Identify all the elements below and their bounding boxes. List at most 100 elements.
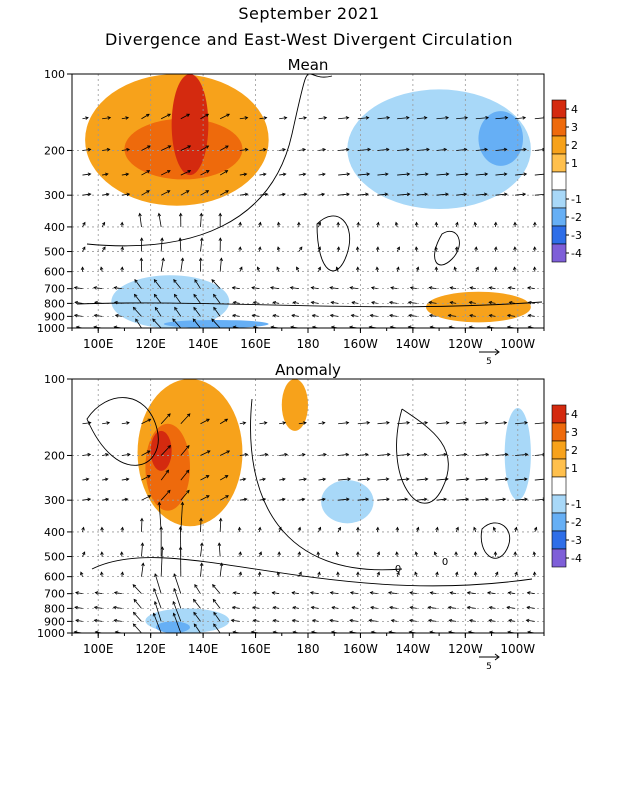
wind-vector-head [93,605,98,610]
wind-vector-head [153,587,157,592]
wind-vector-head [448,325,453,328]
wind-vector [448,314,457,317]
grid-layer [72,74,544,328]
wind-vector-head [264,452,269,457]
y-tick-label: 900 [44,615,65,628]
wind-vector [134,294,142,304]
wind-vector-head [406,172,411,176]
y-tick-label: 300 [44,494,65,507]
wind-vector-head [205,475,210,479]
wind-vector [180,502,183,532]
wind-vector-head [75,325,80,328]
wind-vector-head [370,286,375,290]
wind-vector [279,422,286,425]
wind-vector-head [82,246,86,251]
wind-vector-head [388,300,393,305]
wind-vector [408,301,417,304]
wind-vector-head [211,318,215,323]
colorbar-label: 4 [571,408,578,421]
x-tick-label: 160E [240,337,271,351]
wind-vector-head [406,192,411,197]
shaded-region [478,111,524,166]
wind-vector [174,294,182,304]
wind-vector-head [473,571,478,576]
y-tick-label: 1000 [37,627,65,640]
wind-vector [174,307,182,317]
wind-vector-head [317,221,322,226]
x-tick-label: 140E [188,337,219,351]
wind-vector [475,498,489,501]
wind-vector-head [87,421,92,425]
wind-vector-head [87,452,92,457]
wind-vector-head [257,571,262,576]
wind-vector-head [445,477,449,481]
wind-vector [253,592,260,595]
wind-vector [318,498,326,501]
panel-title: Mean [288,56,329,74]
wind-vector-head [525,618,530,623]
wind-vector [357,173,370,176]
wind-vector-head [232,313,236,318]
wind-vector [232,314,240,317]
wind-vector [527,592,535,595]
wind-vector-head [423,452,428,457]
wind-vector [357,498,369,501]
colorbar-label: 2 [571,444,578,457]
wind-vector-head [213,306,217,311]
wind-vector-head [206,450,211,454]
wind-vector-head [409,286,414,290]
shaded-region [281,379,308,431]
wind-vector-head [309,591,314,595]
contour-label: 0 [442,557,448,568]
wind-vector [311,301,319,304]
wind-vector-head [80,266,85,271]
wind-vector [180,490,190,501]
wind-vector-head [94,591,99,595]
wind-vector-head [455,526,459,531]
wind-vector-head [330,325,335,328]
wind-vector-head [414,246,419,251]
wind-vector-head [322,497,326,502]
wind-vector [507,314,516,317]
wind-vector-head [424,421,429,425]
wind-vector-head [132,623,137,628]
wind-vector [154,294,162,304]
wind-vector-head [445,116,450,120]
wind-vector [416,453,427,456]
wind-vector [239,478,246,481]
wind-vector [172,318,182,328]
wind-vector [200,495,210,501]
wind-vector-head [376,551,381,556]
wind-vector [298,246,303,252]
wind-vector [515,148,527,151]
wind-vector-head [346,172,351,176]
wind-vector-head [211,279,215,283]
wind-vector-head [187,170,192,174]
wind-vector [436,422,449,425]
wind-vector [495,173,507,176]
wind-vector [312,619,319,622]
wind-vector [121,117,129,120]
wind-vector [318,148,326,151]
wind-vector-head [80,571,84,576]
wind-vector [153,613,162,633]
wind-vector [239,148,248,151]
wind-vector-head [409,591,413,595]
wind-vector-head [414,551,419,556]
wind-vector-head [93,286,97,290]
wind-vector-head [507,286,512,290]
wind-vector [200,475,210,481]
wind-vector-head [322,477,327,482]
wind-vector-head [75,618,79,623]
wind-vector-head [157,501,162,506]
wind-vector [193,612,201,622]
wind-vector-head [262,477,267,482]
wind-vector [259,422,267,425]
wind-vector-head [139,237,144,241]
wind-vector-head [365,497,370,502]
wind-vector-head [428,618,432,623]
wind-vector-head [429,630,434,633]
wind-vector [397,148,410,151]
wind-vector [350,287,358,290]
